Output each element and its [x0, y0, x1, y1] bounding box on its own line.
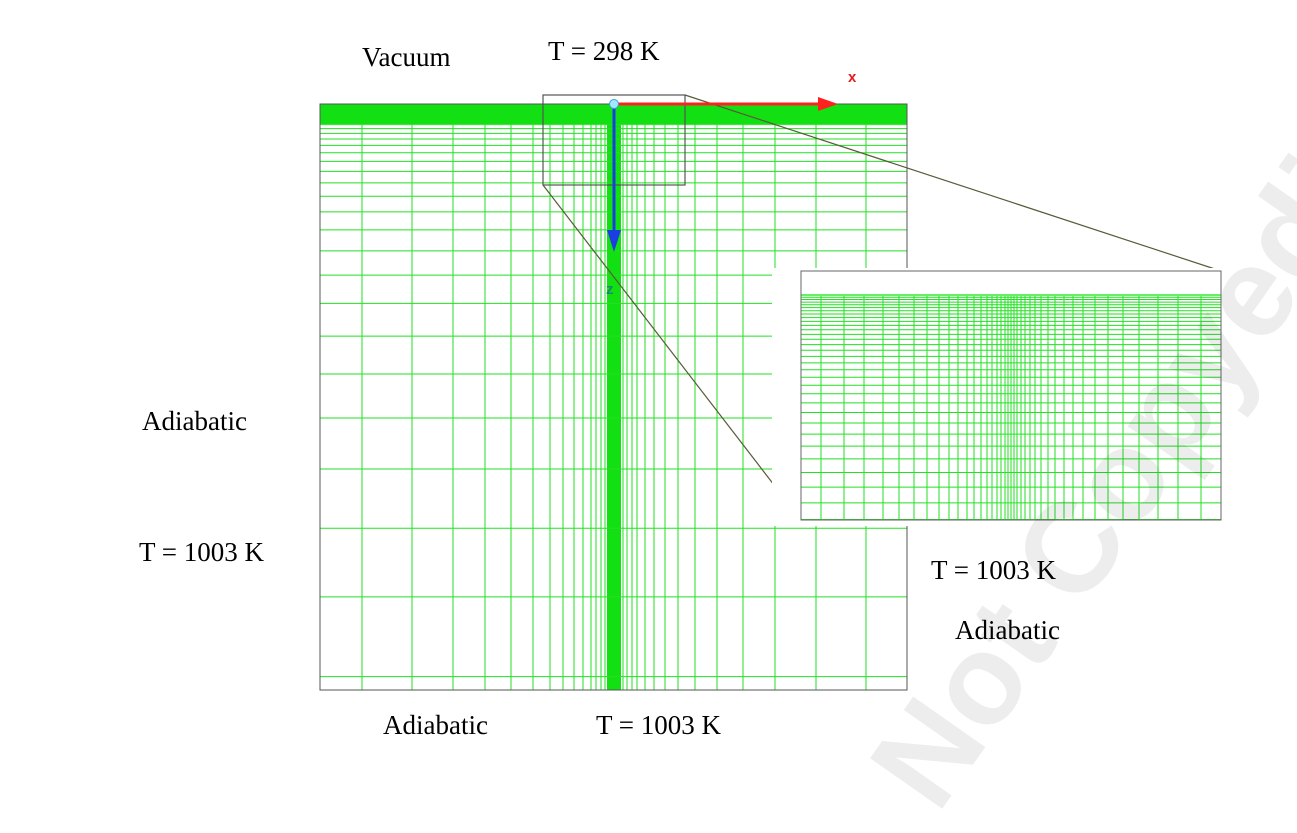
z-axis-label: z: [606, 281, 614, 298]
vacuum-label: Vacuum: [362, 42, 451, 72]
z-axis-arrow: [607, 104, 621, 252]
zoom-connector-top: [684, 94, 1222, 272]
zoom-inset-mesh: [800, 294, 1222, 521]
origin-point: [609, 99, 619, 109]
left-adiabatic-label: Adiabatic: [142, 406, 247, 436]
top-temperature-label: T = 298 K: [548, 36, 660, 66]
zoom-connector-bottom: [542, 184, 802, 521]
bottom-temperature-label: T = 1003 K: [596, 710, 721, 740]
x-axis-arrow: [614, 97, 838, 111]
bottom-adiabatic-label: Adiabatic: [383, 710, 488, 740]
mesh-diagram: [319, 94, 1222, 691]
right-adiabatic-label: Adiabatic: [955, 615, 1060, 645]
left-temperature-label: T = 1003 K: [139, 537, 264, 567]
zoom-inset-frame: [800, 270, 1222, 521]
x-axis-label: x: [848, 69, 857, 86]
right-temperature-label: T = 1003 K: [931, 555, 1056, 585]
